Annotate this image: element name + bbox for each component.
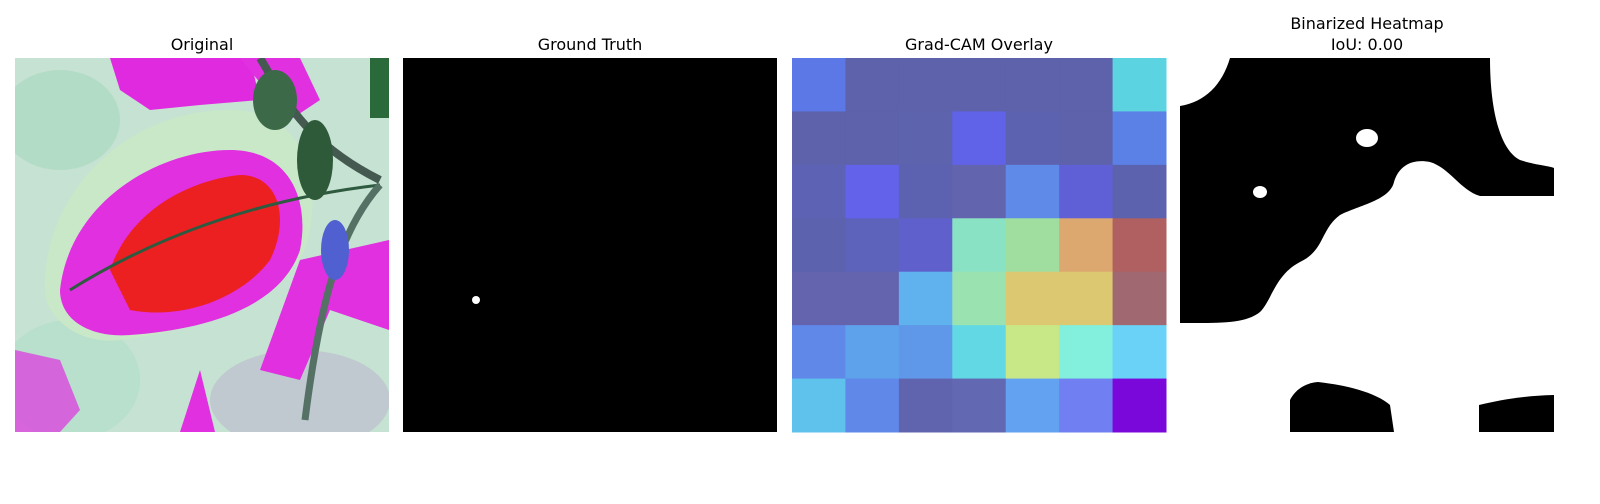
heatmap-cell bbox=[1059, 58, 1114, 112]
gradcam-overlay bbox=[792, 58, 1167, 433]
ground-truth-mask bbox=[403, 58, 777, 432]
heatmap-cell bbox=[952, 325, 1007, 380]
panel-title: Original bbox=[171, 35, 234, 54]
heatmap-cell bbox=[845, 218, 900, 273]
panel-title: Ground Truth bbox=[538, 35, 643, 54]
heatmap-cell bbox=[845, 58, 900, 112]
heatmap-cell bbox=[1059, 111, 1114, 166]
heatmap-cell bbox=[1059, 218, 1114, 273]
heatmap-cell bbox=[898, 325, 953, 380]
heatmap-cell bbox=[792, 58, 846, 112]
heatmap-cell bbox=[845, 271, 900, 326]
heatmap-cell bbox=[1005, 164, 1060, 219]
heatmap-cell bbox=[952, 218, 1007, 273]
heatmap-cell bbox=[898, 378, 953, 433]
heatmap-cell bbox=[1112, 58, 1167, 112]
heatmap-cell bbox=[898, 111, 953, 166]
heatmap-cell bbox=[952, 111, 1007, 166]
heatmap-cell bbox=[845, 111, 900, 166]
heatmap-cell bbox=[1112, 325, 1167, 380]
heatmap-cell bbox=[898, 271, 953, 326]
heatmap-cell bbox=[1059, 325, 1114, 380]
heatmap-cell bbox=[952, 271, 1007, 326]
heatmap-cell bbox=[1005, 271, 1060, 326]
heatmap-cell bbox=[792, 111, 846, 166]
heatmap-cell bbox=[792, 378, 846, 433]
heatmap-cell bbox=[1112, 378, 1167, 433]
heatmap-cell bbox=[1005, 218, 1060, 273]
heatmap-cell bbox=[845, 378, 900, 433]
heatmap-cell bbox=[898, 218, 953, 273]
binarized-heatmap bbox=[1180, 58, 1554, 432]
heatmap-cell bbox=[952, 164, 1007, 219]
heatmap-cell bbox=[845, 164, 900, 219]
heatmap-cell bbox=[792, 325, 846, 380]
heatmap-cell bbox=[1005, 325, 1060, 380]
heatmap-cell bbox=[792, 271, 846, 326]
heatmap-cell bbox=[1112, 111, 1167, 166]
heatmap-cell bbox=[898, 58, 953, 112]
heatmap-cell bbox=[1005, 378, 1060, 433]
heatmap-cell bbox=[792, 164, 846, 219]
original-image bbox=[15, 58, 389, 432]
heatmap-cell bbox=[845, 325, 900, 380]
heatmap-cell bbox=[1059, 378, 1114, 433]
heatmap-cell bbox=[1112, 164, 1167, 219]
heatmap-cell bbox=[1059, 271, 1114, 326]
heatmap-cell bbox=[952, 378, 1007, 433]
heatmap-cell bbox=[952, 58, 1007, 112]
heatmap-cell bbox=[1112, 218, 1167, 273]
heatmap-cell bbox=[1005, 111, 1060, 166]
heatmap-cell bbox=[1059, 164, 1114, 219]
heatmap-cell bbox=[792, 218, 846, 273]
panel-subtitle: IoU: 0.00 bbox=[1331, 35, 1403, 54]
heatmap-cell bbox=[1112, 271, 1167, 326]
heatmap-cell bbox=[898, 164, 953, 219]
panel-title: Grad-CAM Overlay bbox=[905, 35, 1053, 54]
heatmap-cell bbox=[1005, 58, 1060, 112]
panel-title: Binarized Heatmap bbox=[1290, 14, 1443, 33]
